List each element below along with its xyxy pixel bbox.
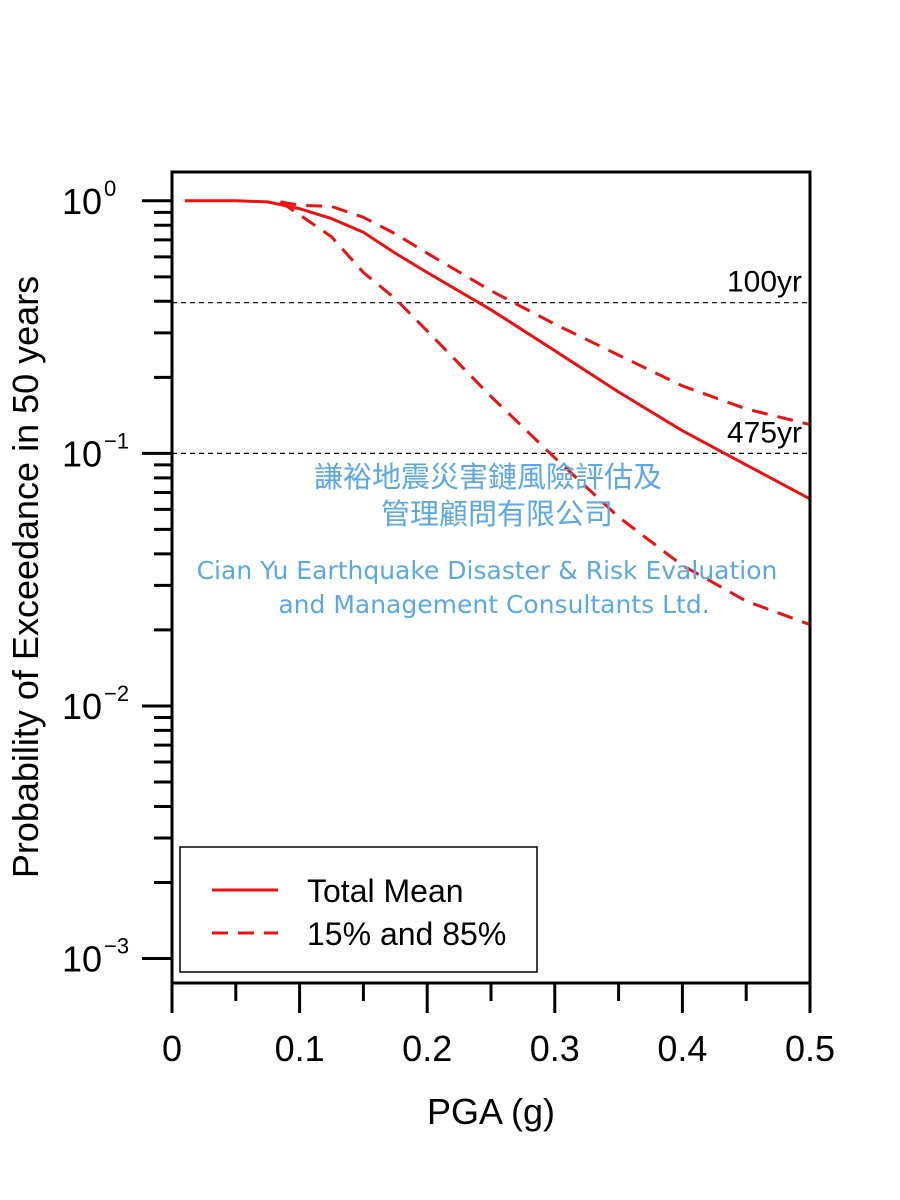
y-tick-exponent: 0 bbox=[104, 176, 116, 201]
legend-box bbox=[179, 846, 538, 973]
watermark-line-4: and Management Consultants Ltd. bbox=[278, 590, 709, 619]
legend-label-total-mean: Total Mean bbox=[307, 873, 464, 909]
watermark-line-2: 管理顧問有限公司 bbox=[381, 497, 613, 531]
watermark-line-1: 謙裕地震災害鏈風險評估及 bbox=[314, 460, 662, 494]
y-tick-label: 10 bbox=[62, 433, 102, 474]
y-tick-label: 10 bbox=[62, 181, 102, 222]
series-line-1 bbox=[280, 200, 811, 427]
watermark-line-3: Cian Yu Earthquake Disaster & Risk Evalu… bbox=[197, 556, 778, 585]
x-axis-label: PGA (g) bbox=[427, 1091, 555, 1132]
x-tick-label: 0 bbox=[162, 1028, 182, 1069]
legend-label-percentiles: 15% and 85% bbox=[307, 916, 506, 952]
x-tick-label: 0.2 bbox=[402, 1028, 452, 1069]
y-tick-exponent: −3 bbox=[104, 934, 129, 959]
x-tick-label: 0.5 bbox=[785, 1028, 835, 1069]
x-tick-label: 0.3 bbox=[530, 1028, 580, 1069]
y-tick-exponent: −2 bbox=[104, 681, 129, 706]
legend: Total Mean 15% and 85% bbox=[179, 846, 538, 973]
x-tick-label: 0.4 bbox=[657, 1028, 707, 1069]
x-tick-label: 0.1 bbox=[275, 1028, 325, 1069]
series-line-2 bbox=[279, 200, 811, 627]
y-tick-label: 10 bbox=[62, 686, 102, 727]
reference-lines: 100yr 475yr bbox=[172, 266, 810, 454]
y-tick-exponent: −1 bbox=[104, 428, 129, 453]
series-layer bbox=[184, 199, 811, 627]
y-axis-label: Probability of Exceedance in 50 years bbox=[5, 276, 46, 878]
series-line-0 bbox=[184, 199, 811, 501]
y-tick-label: 10 bbox=[62, 939, 102, 980]
reference-label-475yr: 475yr bbox=[727, 416, 802, 449]
watermark: 謙裕地震災害鏈風險評估及 管理顧問有限公司 Cian Yu Earthquake… bbox=[197, 460, 778, 619]
reference-label-100yr: 100yr bbox=[727, 266, 802, 299]
